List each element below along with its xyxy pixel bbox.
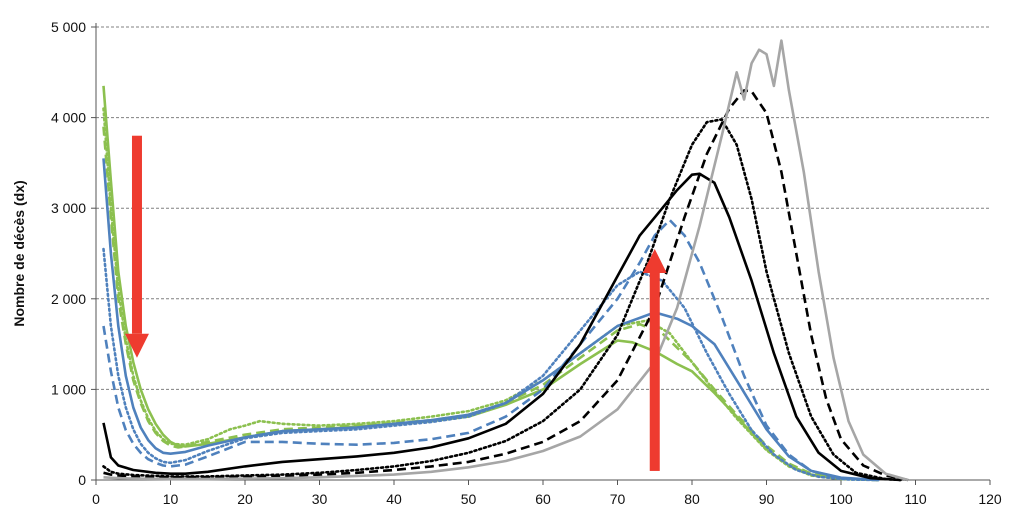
- series-line-10: [103, 39, 909, 482]
- arrow-down: [124, 135, 149, 358]
- axes: [91, 23, 991, 485]
- x-tick-label: 120: [978, 491, 1002, 507]
- series-line-5: [102, 218, 879, 482]
- x-tick-label: 80: [684, 491, 700, 507]
- series-line-8: [103, 89, 909, 482]
- x-tick-label: 60: [535, 491, 551, 507]
- x-tick-label: 110: [904, 491, 927, 507]
- series-lines: [102, 39, 909, 482]
- x-tick-label: 40: [386, 491, 402, 507]
- series-line-2: [102, 126, 879, 482]
- arrow-head: [642, 248, 667, 273]
- x-tick-label: 10: [163, 491, 179, 507]
- x-tick-label: 100: [829, 491, 853, 507]
- arrow-shaft: [131, 135, 142, 334]
- arrow-shaft: [649, 272, 660, 471]
- y-tick-label: 3 000: [51, 200, 86, 216]
- series-line-9: [102, 118, 902, 482]
- x-tick-label: 70: [610, 491, 626, 507]
- x-tick-label: 50: [461, 491, 477, 507]
- y-tick-label: 2 000: [51, 291, 86, 307]
- x-tick-labels: 0 10 20 30 40 50 60 70 80 90 100 110 120: [92, 491, 1002, 507]
- x-tick-label: 30: [312, 491, 328, 507]
- arrow-head: [124, 333, 149, 358]
- gridlines: [96, 26, 990, 390]
- y-tick-label: 1 000: [51, 381, 86, 397]
- series-line-6: [102, 247, 880, 482]
- annotation-arrows: [124, 135, 667, 471]
- y-tick-labels: 0 1 000 2 000 3 000 4 000 5 000: [51, 19, 86, 488]
- series-line-4: [102, 158, 879, 482]
- x-tick-label: 0: [92, 491, 100, 507]
- y-tick-label: 0: [78, 472, 86, 488]
- y-tick-label: 5 000: [51, 19, 86, 35]
- series-line-7: [102, 172, 901, 482]
- x-tick-label: 90: [759, 491, 775, 507]
- series-line-3: [102, 107, 880, 482]
- arrow-up: [642, 248, 667, 471]
- x-tick-label: 20: [237, 491, 253, 507]
- y-axis-label: Nombre de décès (dx): [11, 180, 27, 326]
- y-tick-label: 4 000: [51, 110, 86, 126]
